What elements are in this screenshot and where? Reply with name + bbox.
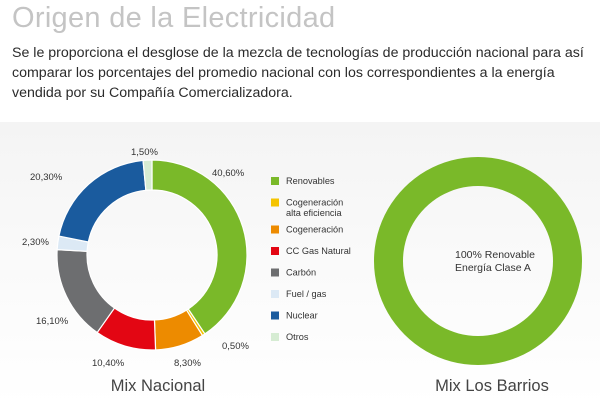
legend-item-cogeneracion: Cogeneración <box>271 225 343 235</box>
pct-label-cogeneracion: 8,30% <box>174 358 201 369</box>
legend-label: Cogeneración <box>286 198 343 208</box>
donut-chart-nacional <box>56 159 248 351</box>
legend-item-renovables: Renovables <box>271 176 335 186</box>
legend-label: Carbón <box>286 268 316 278</box>
pct-label-nuclear: 20,30% <box>30 172 63 183</box>
legend-label: alta eficiencia <box>286 208 343 218</box>
legend-label: Fuel / gas <box>286 289 327 299</box>
legend-swatch <box>271 311 279 320</box>
legend-label: Cogeneración <box>286 225 343 235</box>
legend-item-carbon: Carbón <box>271 268 316 278</box>
donut-slice-renovables <box>151 159 248 335</box>
legend-swatch <box>271 177 279 185</box>
legend-label: CC Gas Natural <box>286 246 351 256</box>
legend-swatch <box>271 333 279 341</box>
pct-label-renovables: 40,60% <box>212 168 245 179</box>
caption-mix-nacional: Mix Nacional <box>111 377 205 395</box>
legend-item-nuclear: Nuclear <box>271 311 318 321</box>
pct-label-otros: 1,50% <box>131 147 158 158</box>
legend-swatch <box>271 247 279 255</box>
donut-chart-los-barrios <box>373 157 582 366</box>
pct-label-cc-gas-natural: 10,40% <box>92 358 125 369</box>
center-text-line-1: 100% Renovable <box>455 249 535 261</box>
legend-item-otros: Otros <box>271 332 309 342</box>
legend-item-fuel-gas: Fuel / gas <box>271 289 327 299</box>
legend-swatch <box>271 290 279 298</box>
pct-label-cogeneracion-alta-eficiencia: 0,50% <box>222 341 249 352</box>
pct-label-fuel-gas: 2,30% <box>22 237 49 248</box>
caption-mix-los-barrios: Mix Los Barrios <box>435 377 549 395</box>
donut-slice-nuclear <box>58 159 147 243</box>
legend-swatch <box>271 198 279 207</box>
legend-label: Nuclear <box>286 311 318 321</box>
legend-swatch <box>271 268 279 277</box>
percentage-labels: 40,60% 0,50% 8,30% 10,40% 16,10% 2,30% 20,30% 1… <box>22 147 249 369</box>
pct-label-carbon: 16,10% <box>36 316 69 327</box>
legend-item-cc-gas-natural: CC Gas Natural <box>271 246 351 256</box>
legend-label: Renovables <box>286 176 335 186</box>
donut-slice-otros <box>142 159 153 191</box>
donut-slice-renovable <box>373 157 582 366</box>
legend-swatch <box>271 225 279 234</box>
intro-text: Se le proporciona el desglose de la mezc… <box>12 45 584 101</box>
center-text-line-2: Energía Clase A <box>455 262 531 274</box>
legend-label: Otros <box>286 332 309 342</box>
page-title: Origen de la Electricidad <box>12 2 336 34</box>
